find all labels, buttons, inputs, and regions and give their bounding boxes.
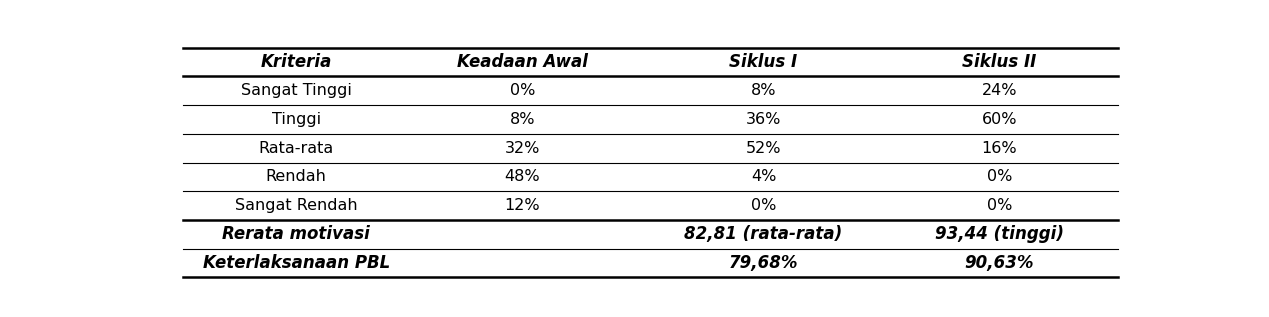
Text: 36%: 36% [746, 112, 782, 127]
Text: Siklus I: Siklus I [730, 53, 797, 71]
Text: Tinggi: Tinggi [272, 112, 321, 127]
Text: 12%: 12% [505, 198, 541, 213]
Text: 60%: 60% [982, 112, 1018, 127]
Text: 0%: 0% [751, 198, 777, 213]
Text: 48%: 48% [505, 169, 541, 184]
Text: 93,44 (tinggi): 93,44 (tinggi) [935, 225, 1063, 243]
Text: 32%: 32% [505, 141, 541, 156]
Text: 16%: 16% [982, 141, 1018, 156]
Text: 8%: 8% [510, 112, 536, 127]
Text: 8%: 8% [751, 83, 777, 98]
Text: 82,81 (rata-rata): 82,81 (rata-rata) [684, 225, 843, 243]
Text: Rerata motivasi: Rerata motivasi [222, 225, 371, 243]
Text: 90,63%: 90,63% [964, 254, 1034, 272]
Text: Siklus II: Siklus II [962, 53, 1037, 71]
Text: Kriteria: Kriteria [260, 53, 332, 71]
Text: Keadaan Awal: Keadaan Awal [457, 53, 588, 71]
Text: Sangat Tinggi: Sangat Tinggi [241, 83, 352, 98]
Text: 4%: 4% [751, 169, 777, 184]
Text: 79,68%: 79,68% [728, 254, 798, 272]
Text: 0%: 0% [987, 169, 1013, 184]
Text: 24%: 24% [982, 83, 1018, 98]
Text: Rendah: Rendah [266, 169, 326, 184]
Text: Sangat Rendah: Sangat Rendah [235, 198, 358, 213]
Text: Keterlaksanaan PBL: Keterlaksanaan PBL [203, 254, 390, 272]
Text: Rata-rata: Rata-rata [259, 141, 334, 156]
Text: 0%: 0% [987, 198, 1013, 213]
Text: 52%: 52% [746, 141, 782, 156]
Text: 0%: 0% [510, 83, 536, 98]
